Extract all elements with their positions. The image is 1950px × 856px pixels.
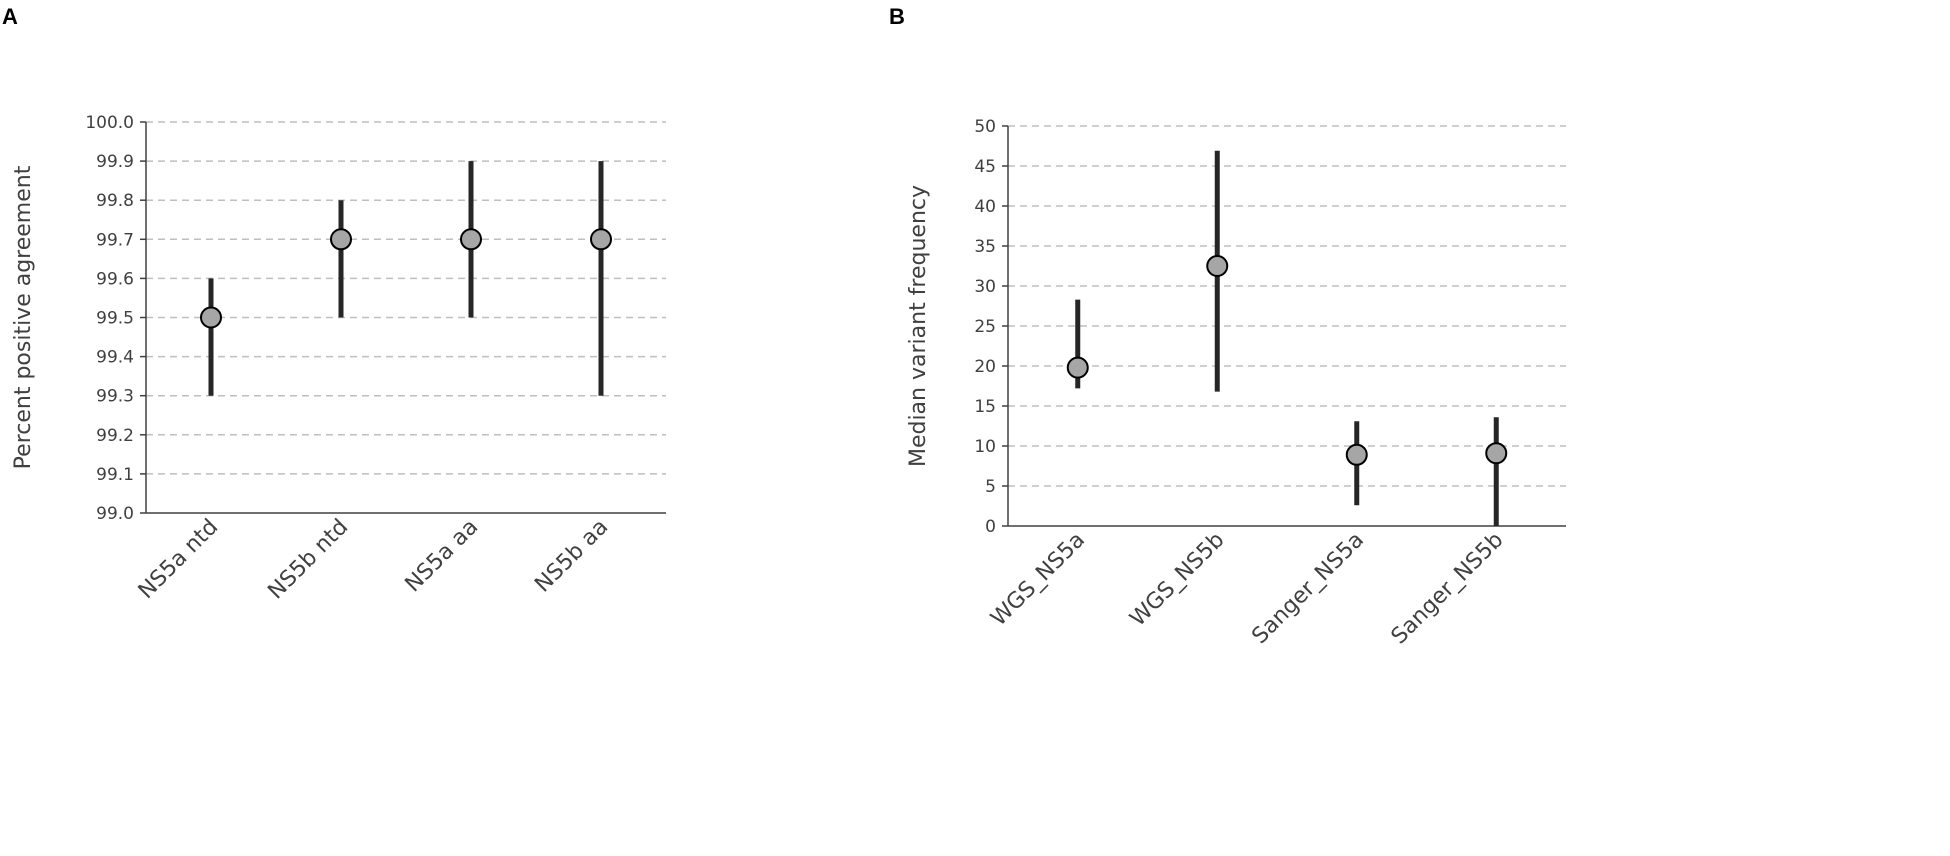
data-point [1066,356,1089,379]
y-tick-label: 15 [974,397,996,417]
data-point [460,228,482,251]
category-label: WGS_NS5a [986,528,1090,632]
y-tick-label: 50 [974,117,996,137]
y-tick-label: 30 [974,277,996,297]
y-tick-label: 5 [985,477,996,497]
data-point [1345,443,1368,466]
panel-a-label: A [2,4,18,29]
y-tick-label: 0 [985,517,996,537]
y-tick-label: 99.6 [96,269,134,289]
data-point [590,228,612,251]
y-tick-label: 35 [974,237,996,257]
y-tick-label: 10 [974,437,996,457]
category-label: Sanger_NS5a [1247,528,1369,650]
category-label: NS5a aa [401,515,484,598]
y-axis-label: Median variant frequency [906,185,931,467]
y-tick-label: 99.3 [96,387,134,407]
y-tick-label: 45 [974,157,996,177]
y-tick-label: 99.4 [96,348,134,368]
category-label: NS5a ntd [134,515,223,604]
y-axis-label: Percent positive agreement [11,165,36,469]
y-tick-label: 99.8 [96,191,134,211]
category-label: WGS_NS5b [1125,528,1229,632]
y-tick-label: 99.1 [96,465,134,485]
y-tick-label: 99.2 [96,426,134,446]
y-tick-label: 25 [974,317,996,337]
category-label: NS5b aa [530,515,613,598]
y-tick-label: 99.0 [96,504,134,524]
category-label: Sanger_NS5b [1387,528,1509,650]
data-point [1485,442,1508,465]
y-tick-label: 20 [974,357,996,377]
category-label: NS5b ntd [263,515,353,605]
data-point [200,306,222,329]
data-point [330,228,352,251]
y-tick-label: 99.7 [96,230,134,250]
y-tick-label: 100.0 [85,113,134,133]
chart-a: 99.0 99.1 99.2 99.3 99.4 99.5 99.6 99.7 99.8 99.9… [11,113,666,604]
y-tick-label: 40 [974,197,996,217]
y-tick-label: 99.9 [96,152,134,172]
chart-b: 0 5 10 15 20 25 30 35 40 45 50 Median variant frequ… [906,117,1566,649]
data-point [1206,255,1229,277]
y-tick-label: 99.5 [96,309,134,329]
panel-b-label: B [889,4,905,29]
